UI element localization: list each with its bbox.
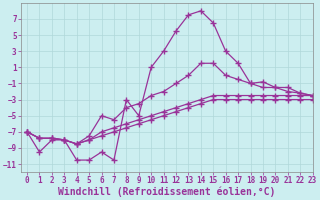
X-axis label: Windchill (Refroidissement éolien,°C): Windchill (Refroidissement éolien,°C) — [58, 187, 276, 197]
